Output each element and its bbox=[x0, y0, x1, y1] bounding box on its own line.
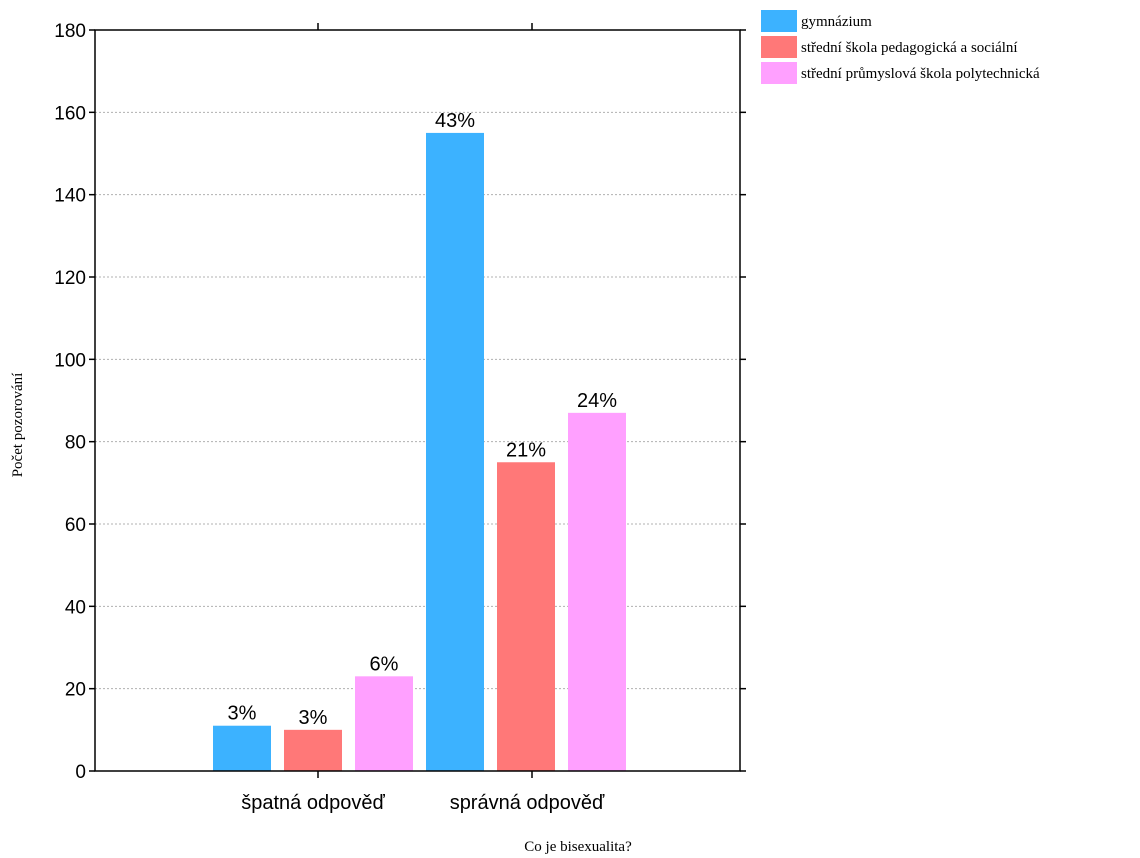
x-category-label: správná odpověď bbox=[450, 792, 605, 814]
y-axis-title: Počet pozorování bbox=[10, 373, 26, 478]
x-category-label: špatná odpověď bbox=[241, 792, 385, 814]
legend: gymnázium střední škola pedagogická a soc… bbox=[761, 10, 1040, 84]
data-labels: 3% 3% 6% 43% 21% 24% bbox=[228, 110, 618, 729]
y-tick-label: 0 bbox=[75, 762, 86, 783]
legend-swatch bbox=[761, 36, 797, 58]
y-tick-label: 160 bbox=[54, 103, 86, 124]
legend-label: gymnázium bbox=[801, 14, 872, 30]
bar-data-label: 3% bbox=[228, 703, 257, 725]
bar-data-label: 6% bbox=[370, 653, 399, 675]
y-tick-label: 20 bbox=[65, 680, 86, 701]
x-axis-categories: špatná odpověď správná odpověď bbox=[241, 23, 605, 814]
y-tick-label: 40 bbox=[65, 597, 86, 618]
y-tick-label: 180 bbox=[54, 21, 86, 42]
gridlines bbox=[95, 111, 740, 690]
plot-frame bbox=[94, 29, 741, 772]
bar bbox=[568, 412, 626, 771]
x-axis-title: Co je bisexualita? bbox=[524, 839, 632, 855]
bar-data-label: 24% bbox=[577, 390, 617, 412]
legend-swatch bbox=[761, 10, 797, 32]
y-tick-label: 60 bbox=[65, 515, 86, 536]
bar bbox=[284, 729, 342, 771]
bar-data-label: 21% bbox=[506, 439, 546, 461]
bar bbox=[497, 462, 555, 771]
y-tick-label: 140 bbox=[54, 186, 86, 207]
bar bbox=[426, 132, 484, 771]
legend-label: střední škola pedagogická a sociální bbox=[801, 40, 1018, 56]
bar-data-label: 3% bbox=[299, 707, 328, 729]
bar-data-label: 43% bbox=[435, 110, 475, 132]
y-tick-label: 100 bbox=[54, 350, 86, 371]
y-axis-ticks: 0 20 40 60 80 100 120 140 160 180 bbox=[54, 21, 746, 783]
legend-swatch bbox=[761, 62, 797, 84]
y-tick-label: 120 bbox=[54, 268, 86, 289]
y-tick-label: 80 bbox=[65, 433, 86, 454]
bar bbox=[213, 725, 271, 771]
legend-label: střední průmyslová škola polytechnická bbox=[801, 66, 1040, 82]
bar bbox=[355, 676, 413, 771]
bars bbox=[213, 132, 626, 771]
